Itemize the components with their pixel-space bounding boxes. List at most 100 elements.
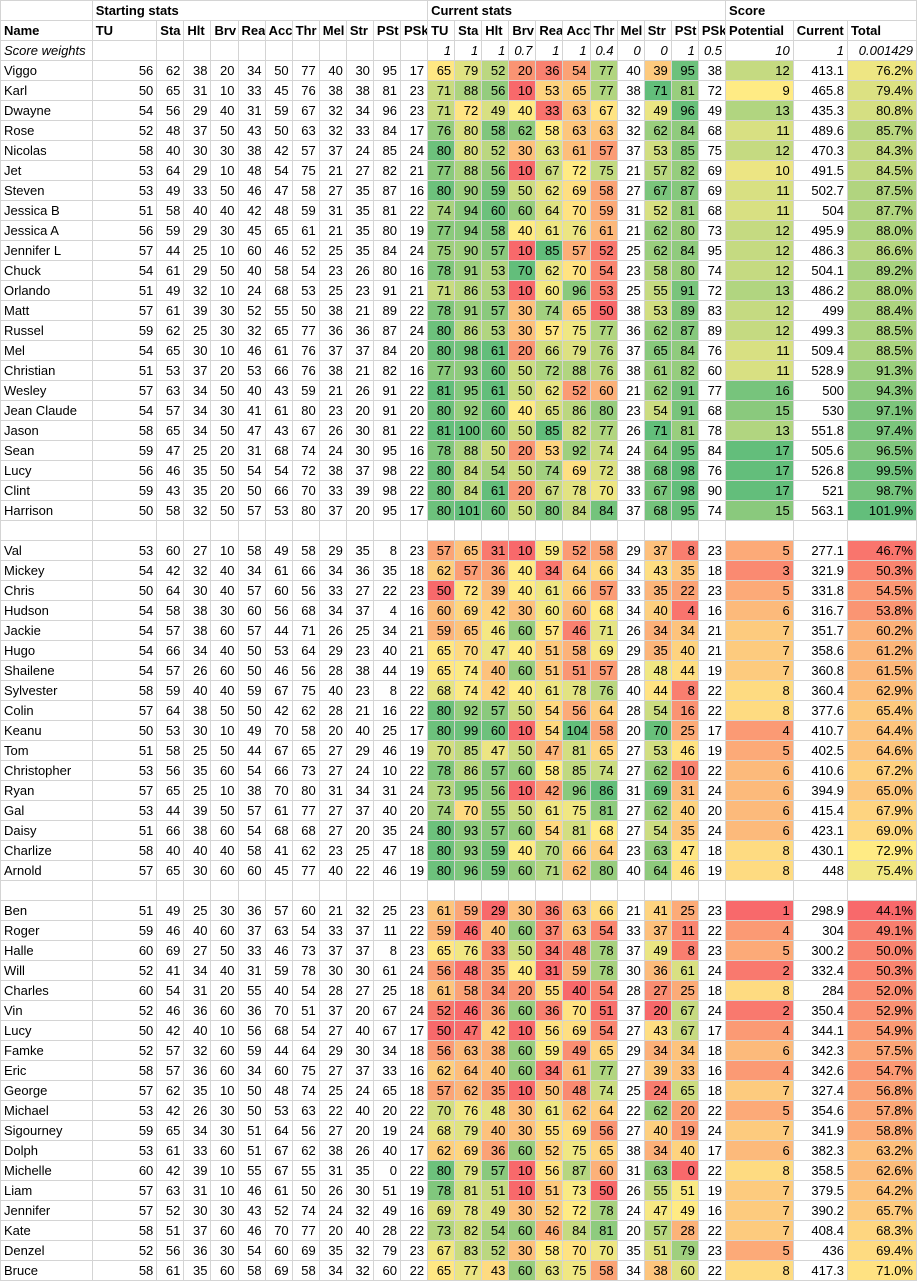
value-cell[interactable]: 67 xyxy=(589,100,618,121)
value-cell[interactable]: 38 xyxy=(616,360,645,381)
cell[interactable] xyxy=(399,520,429,541)
value-cell[interactable]: 53 xyxy=(643,300,672,321)
value-cell[interactable]: 80 xyxy=(454,120,483,141)
value-cell[interactable]: 58 xyxy=(562,640,591,661)
value-cell[interactable]: 30 xyxy=(345,440,374,461)
value-cell[interactable]: 70 xyxy=(643,720,672,741)
value-cell[interactable]: 57 xyxy=(562,240,591,261)
value-cell[interactable]: 50 xyxy=(427,1020,456,1041)
value-cell[interactable]: 30 xyxy=(183,720,212,741)
value-cell[interactable]: 55 xyxy=(535,980,564,1001)
value-cell[interactable]: 50 xyxy=(481,440,510,461)
value-cell[interactable]: 50 xyxy=(91,720,158,741)
name-cell[interactable]: Sigourney xyxy=(0,1120,93,1141)
value-cell[interactable]: 38 xyxy=(183,620,212,641)
value-cell[interactable]: 30 xyxy=(508,1240,537,1261)
value-cell[interactable]: 21 xyxy=(616,900,645,921)
value-cell[interactable]: 26 xyxy=(318,420,347,441)
value-cell[interactable]: 91 xyxy=(454,260,483,281)
value-cell[interactable]: 40 xyxy=(562,980,591,1001)
value-cell[interactable]: 81 xyxy=(670,420,699,441)
value-cell[interactable]: 8 xyxy=(725,840,794,861)
value-cell[interactable]: 50 xyxy=(237,640,266,661)
value-cell[interactable]: 12 xyxy=(725,300,794,321)
value-cell[interactable]: 74 xyxy=(589,760,618,781)
name-cell[interactable]: Jessica B xyxy=(0,200,93,221)
value-cell[interactable]: 17 xyxy=(725,480,794,501)
value-cell[interactable]: 66 xyxy=(264,480,293,501)
value-cell[interactable]: 8 xyxy=(725,1260,794,1281)
value-cell[interactable]: 28 xyxy=(616,980,645,1001)
value-cell[interactable]: 38 xyxy=(345,80,374,101)
value-cell[interactable]: 31 xyxy=(318,1160,347,1181)
value-cell[interactable]: 46.7% xyxy=(846,540,918,561)
value-cell[interactable]: 53 xyxy=(91,1140,158,1161)
value-cell[interactable]: 61 xyxy=(562,140,591,161)
value-cell[interactable]: 57 xyxy=(91,1200,158,1221)
value-cell[interactable]: 29 xyxy=(616,1040,645,1061)
value-cell[interactable]: 8 xyxy=(670,540,699,561)
value-cell[interactable]: 75 xyxy=(562,320,591,341)
value-cell[interactable]: 3 xyxy=(725,560,794,581)
value-cell[interactable]: 60 xyxy=(210,620,239,641)
value-cell[interactable]: 38 xyxy=(318,360,347,381)
value-cell[interactable]: 71.0% xyxy=(846,1260,918,1281)
value-cell[interactable]: 59 xyxy=(91,920,158,941)
value-cell[interactable]: 46 xyxy=(264,240,293,261)
value-cell[interactable]: 40 xyxy=(318,680,347,701)
name-cell[interactable]: Jessica A xyxy=(0,220,93,241)
value-cell[interactable]: 55 xyxy=(291,1160,320,1181)
value-cell[interactable]: 23 xyxy=(399,900,429,921)
value-cell[interactable]: 60 xyxy=(210,1260,239,1281)
value-cell[interactable]: 17 xyxy=(399,1140,429,1161)
name-cell[interactable]: Michelle xyxy=(0,1160,93,1181)
value-cell[interactable]: 30 xyxy=(183,860,212,881)
value-cell[interactable]: 80 xyxy=(372,220,401,241)
value-cell[interactable]: 26 xyxy=(183,660,212,681)
value-cell[interactable]: 61 xyxy=(535,580,564,601)
value-cell[interactable]: 57 xyxy=(91,860,158,881)
value-cell[interactable]: 65 xyxy=(156,80,185,101)
value-cell[interactable]: 78 xyxy=(697,420,727,441)
value-cell[interactable]: 85 xyxy=(372,140,401,161)
value-cell[interactable]: 73 xyxy=(427,780,456,801)
value-cell[interactable]: 74 xyxy=(589,1080,618,1101)
value-cell[interactable]: 62 xyxy=(643,760,672,781)
value-cell[interactable]: 44 xyxy=(643,680,672,701)
value-cell[interactable]: 29 xyxy=(616,640,645,661)
value-cell[interactable]: 60 xyxy=(508,1000,537,1021)
value-cell[interactable]: 31 xyxy=(481,540,510,561)
value-cell[interactable]: 30 xyxy=(345,1040,374,1061)
value-cell[interactable]: 56 xyxy=(91,460,158,481)
value-cell[interactable]: 34 xyxy=(372,1040,401,1061)
value-cell[interactable]: 25 xyxy=(372,720,401,741)
value-cell[interactable]: 60 xyxy=(508,820,537,841)
value-cell[interactable]: 62 xyxy=(643,120,672,141)
value-cell[interactable]: 20 xyxy=(508,440,537,461)
cell[interactable] xyxy=(237,880,266,901)
value-cell[interactable]: 82 xyxy=(670,160,699,181)
value-cell[interactable]: 47 xyxy=(670,840,699,861)
value-cell[interactable]: 32 xyxy=(318,100,347,121)
value-cell[interactable]: 62 xyxy=(291,700,320,721)
value-cell[interactable]: 46 xyxy=(237,340,266,361)
value-cell[interactable]: 21 xyxy=(399,640,429,661)
value-cell[interactable]: 36 xyxy=(345,320,374,341)
value-cell[interactable]: 62 xyxy=(643,1100,672,1121)
value-cell[interactable]: 51 xyxy=(91,820,158,841)
value-cell[interactable]: 17 xyxy=(399,60,429,81)
value-cell[interactable]: 62 xyxy=(427,1140,456,1161)
value-cell[interactable]: 21 xyxy=(318,220,347,241)
value-cell[interactable]: 17 xyxy=(399,720,429,741)
name-cell[interactable]: Jason xyxy=(0,420,93,441)
value-cell[interactable]: 22 xyxy=(372,580,401,601)
cell[interactable] xyxy=(156,40,185,61)
value-cell[interactable]: 23 xyxy=(345,280,374,301)
value-cell[interactable]: 30 xyxy=(508,1100,537,1121)
value-cell[interactable]: 49 xyxy=(237,720,266,741)
value-cell[interactable]: 85 xyxy=(535,240,564,261)
value-cell[interactable]: 30 xyxy=(210,1120,239,1141)
value-cell[interactable]: 87 xyxy=(562,1160,591,1181)
value-cell[interactable]: 13 xyxy=(725,100,794,121)
value-cell[interactable]: 74 xyxy=(427,800,456,821)
